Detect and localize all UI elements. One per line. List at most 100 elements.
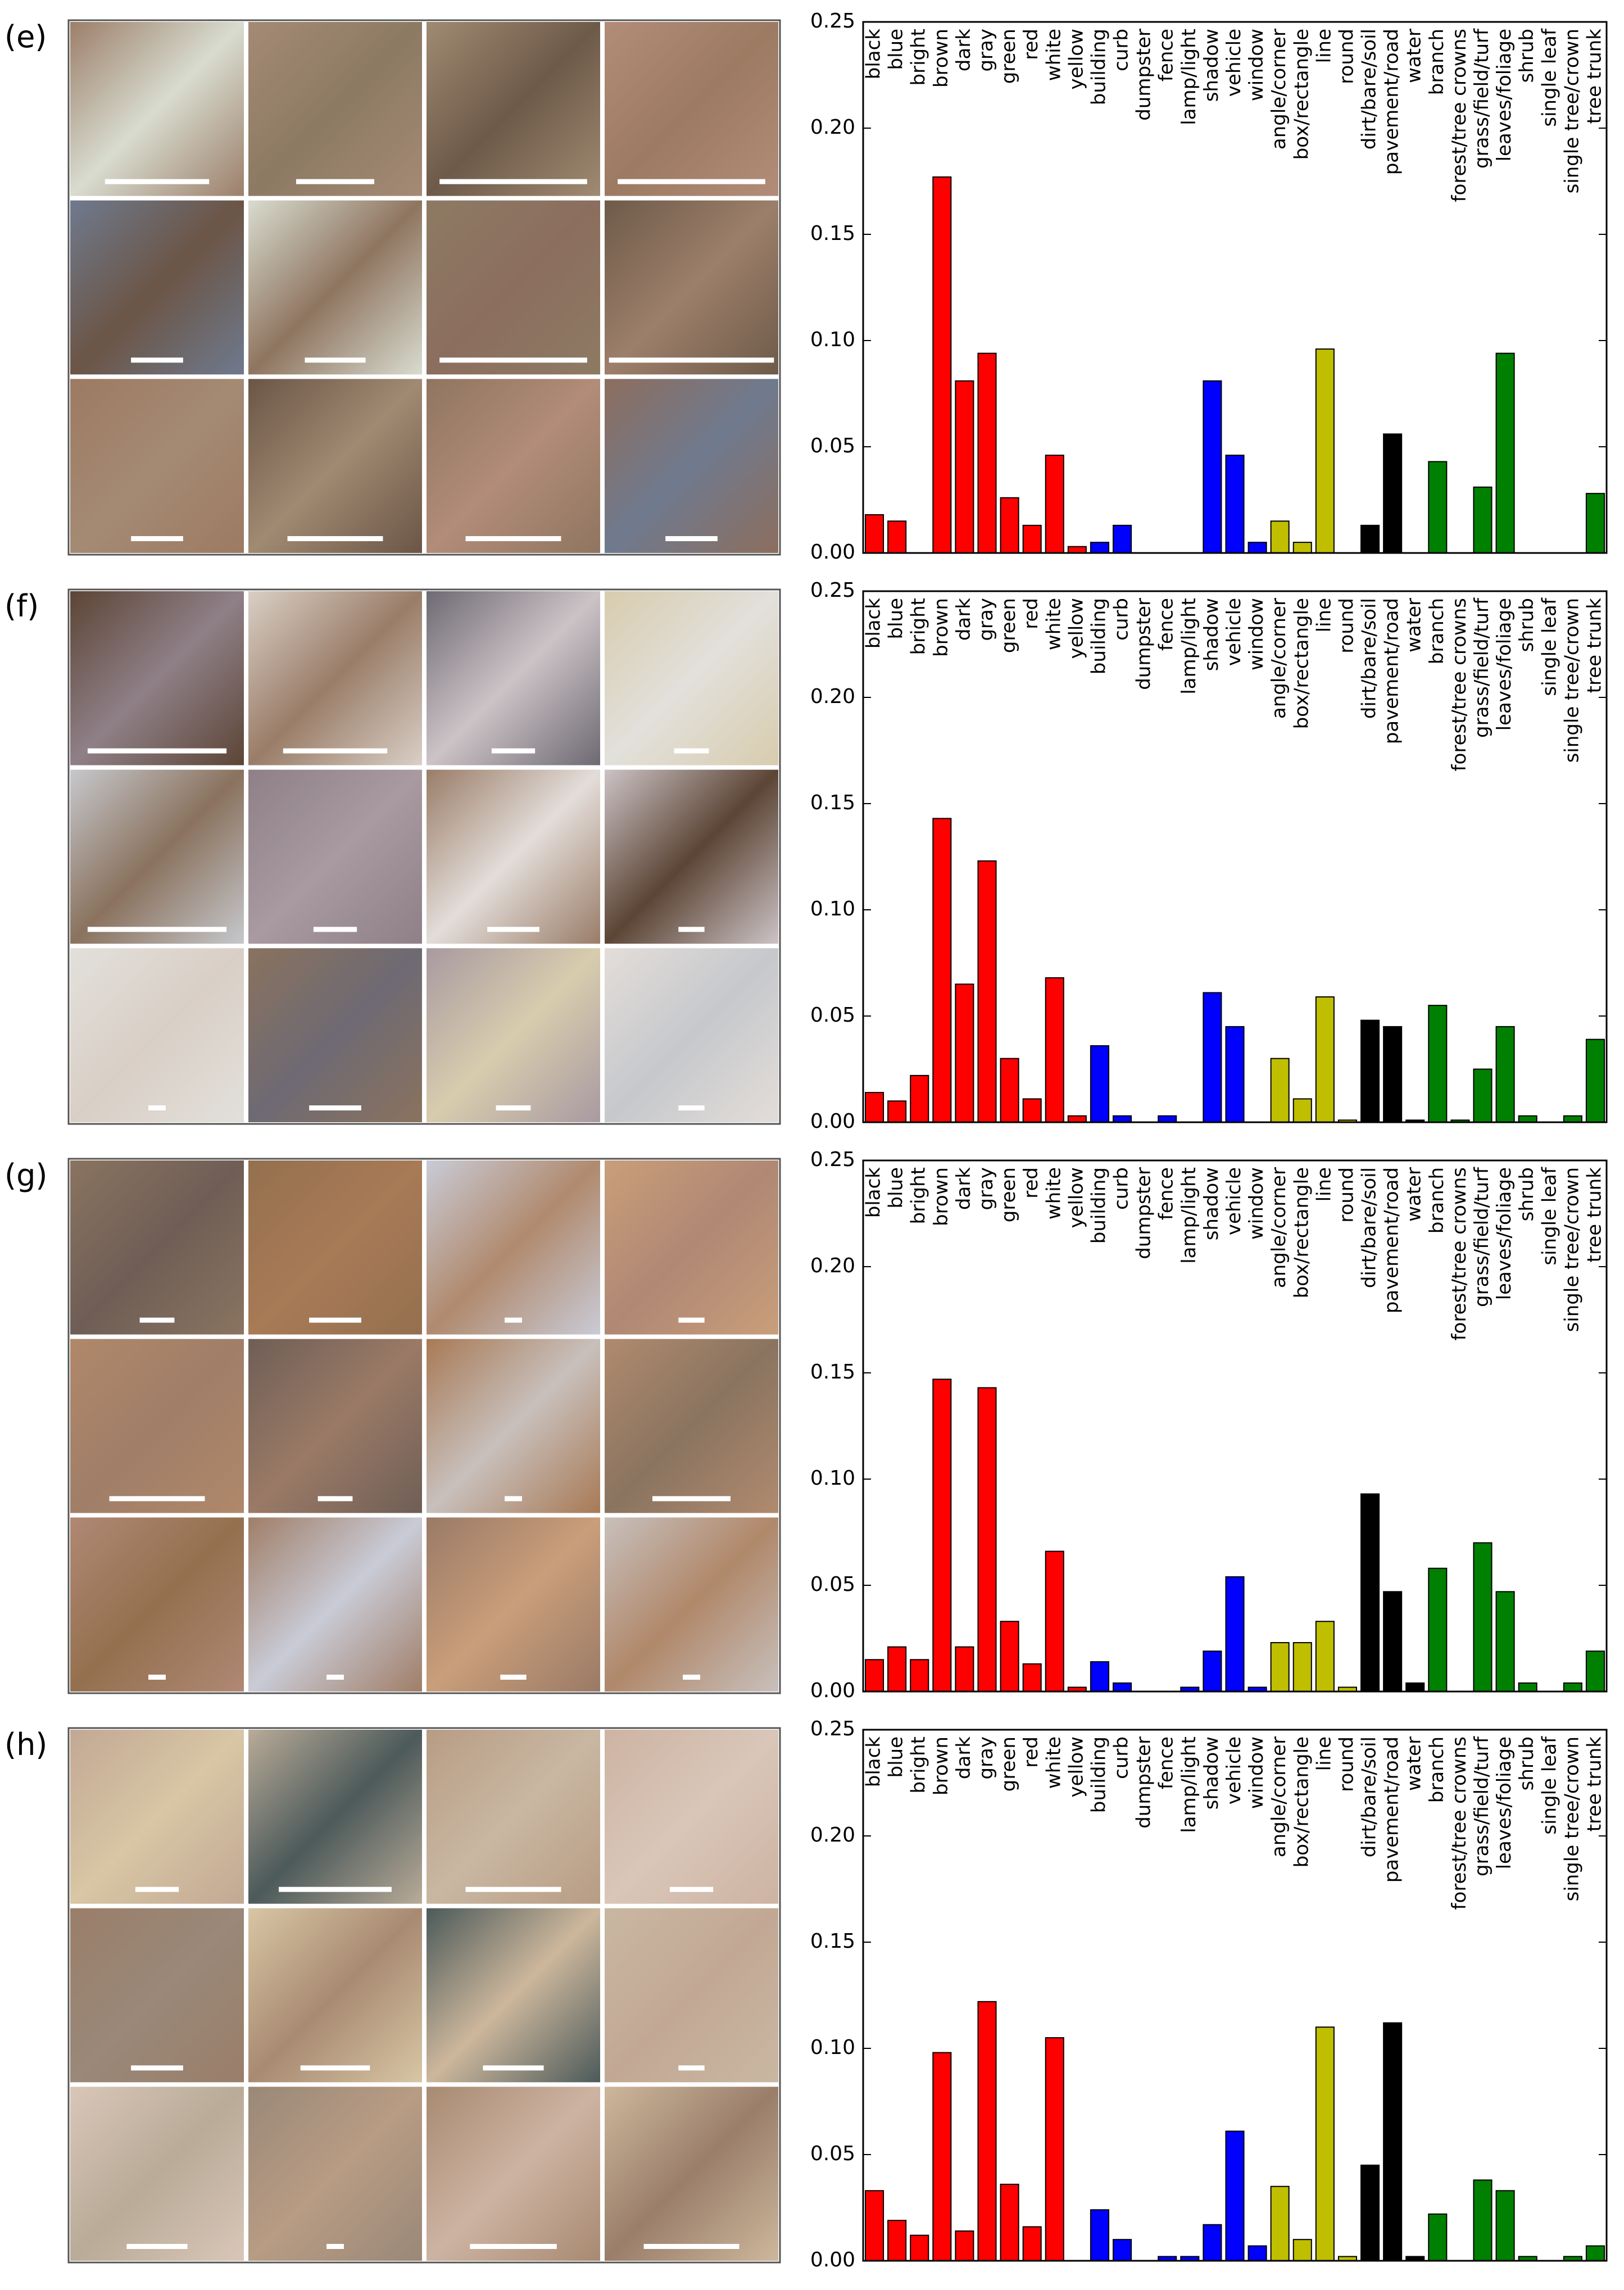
image-tile [248, 591, 422, 765]
category-label: green [997, 598, 1020, 653]
category-label: fence [1155, 29, 1178, 81]
y-tick-label: 0.20 [810, 1254, 855, 1277]
category-label: dirt/bare/soil [1358, 29, 1381, 149]
image-tile [427, 1730, 600, 1904]
bar [1225, 1026, 1245, 1123]
category-label: dark [952, 1736, 975, 1779]
bar [1000, 1058, 1019, 1123]
category-label: white [1042, 29, 1065, 81]
image-tile [427, 591, 600, 765]
bar [955, 380, 974, 554]
category-label: green [997, 1736, 1020, 1792]
bar [910, 1659, 929, 1693]
bar [1292, 2239, 1312, 2261]
scale-bar [135, 1887, 179, 1892]
scale-bar [305, 357, 366, 363]
category-label: shadow [1200, 1167, 1223, 1240]
category-label: brown [930, 1736, 952, 1795]
category-label: single tree/crown [1561, 1167, 1583, 1332]
bar [1113, 1115, 1132, 1123]
image-tile [70, 2087, 244, 2261]
category-label: dirt/bare/soil [1358, 1167, 1381, 1288]
image-tile [248, 948, 422, 1122]
category-label: shadow [1200, 29, 1223, 102]
category-label: shrub [1516, 598, 1538, 652]
category-label: bright [908, 1736, 930, 1793]
bar [1315, 2026, 1335, 2261]
category-label: box/rectangle [1290, 1736, 1313, 1867]
category-label: dark [952, 29, 975, 71]
scale-bar [131, 357, 183, 363]
category-label: single tree/crown [1561, 1736, 1583, 1901]
bar [865, 514, 884, 554]
image-tile [248, 1160, 422, 1335]
category-label: box/rectangle [1290, 29, 1313, 160]
category-label: forest/tree crowns [1448, 1167, 1471, 1340]
category-label: round [1335, 29, 1358, 84]
image-tile [70, 1517, 244, 1692]
bar [1225, 455, 1245, 554]
bar [1292, 1642, 1312, 1693]
panel-label: (h) [4, 1727, 47, 1762]
image-tile [70, 948, 244, 1122]
bar [1315, 348, 1335, 554]
category-label: red [1020, 598, 1042, 629]
category-label: pavement/road [1381, 29, 1403, 175]
bar [1113, 524, 1132, 554]
image-tile [248, 200, 422, 375]
bar [932, 2052, 952, 2262]
bar [932, 818, 952, 1123]
image-tile [70, 1339, 244, 1513]
image-tile [70, 591, 244, 765]
image-tile [605, 1339, 778, 1513]
bar [955, 983, 974, 1123]
scale-bar [678, 1317, 705, 1323]
scale-bar [678, 2065, 705, 2071]
category-label: water [1403, 29, 1426, 83]
category-label: fence [1155, 1167, 1178, 1220]
scale-bar [609, 357, 774, 363]
bar [1225, 1576, 1245, 1692]
bar [1383, 1591, 1403, 1693]
bar [910, 1074, 929, 1123]
image-tile [248, 1517, 422, 1692]
image-tile [427, 769, 600, 944]
category-label: bright [908, 29, 930, 85]
bar [1067, 1115, 1087, 1123]
category-label: curb [1110, 29, 1133, 71]
bar [1045, 455, 1064, 554]
scale-bar [326, 1675, 344, 1680]
category-label: round [1335, 1167, 1358, 1223]
bar [1203, 2224, 1222, 2261]
scale-bar [652, 1496, 731, 1502]
y-tick-label: 0.15 [810, 1930, 855, 1953]
scale-bar [491, 748, 536, 754]
category-label: building [1087, 29, 1110, 105]
category-label: shrub [1516, 1167, 1538, 1221]
category-label: pavement/road [1381, 1167, 1403, 1313]
category-label: blue [885, 1736, 908, 1778]
category-label: pavement/road [1381, 598, 1403, 744]
bar [1495, 1026, 1515, 1123]
category-label: single leaf [1538, 28, 1561, 127]
bar [1563, 1682, 1582, 1692]
scale-bar [105, 179, 210, 184]
category-label: white [1042, 1167, 1065, 1219]
category-label: vehicle [1223, 598, 1245, 666]
category-label: red [1020, 29, 1042, 60]
category-label: branch [1426, 1736, 1448, 1803]
image-tile [605, 1730, 778, 1904]
category-label: building [1087, 1736, 1110, 1813]
category-label: single tree/crown [1561, 598, 1583, 763]
category-label: grass/field/turf [1471, 597, 1493, 738]
image-tile [70, 22, 244, 196]
y-tick-label: 0.20 [810, 685, 855, 708]
scale-bar [674, 748, 709, 754]
scale-bar [683, 1675, 700, 1680]
category-label: bright [908, 1167, 930, 1224]
category-label: angle/corner [1268, 1736, 1290, 1857]
bar [1315, 1621, 1335, 1693]
bar [887, 1646, 907, 1693]
bar [1292, 542, 1312, 554]
